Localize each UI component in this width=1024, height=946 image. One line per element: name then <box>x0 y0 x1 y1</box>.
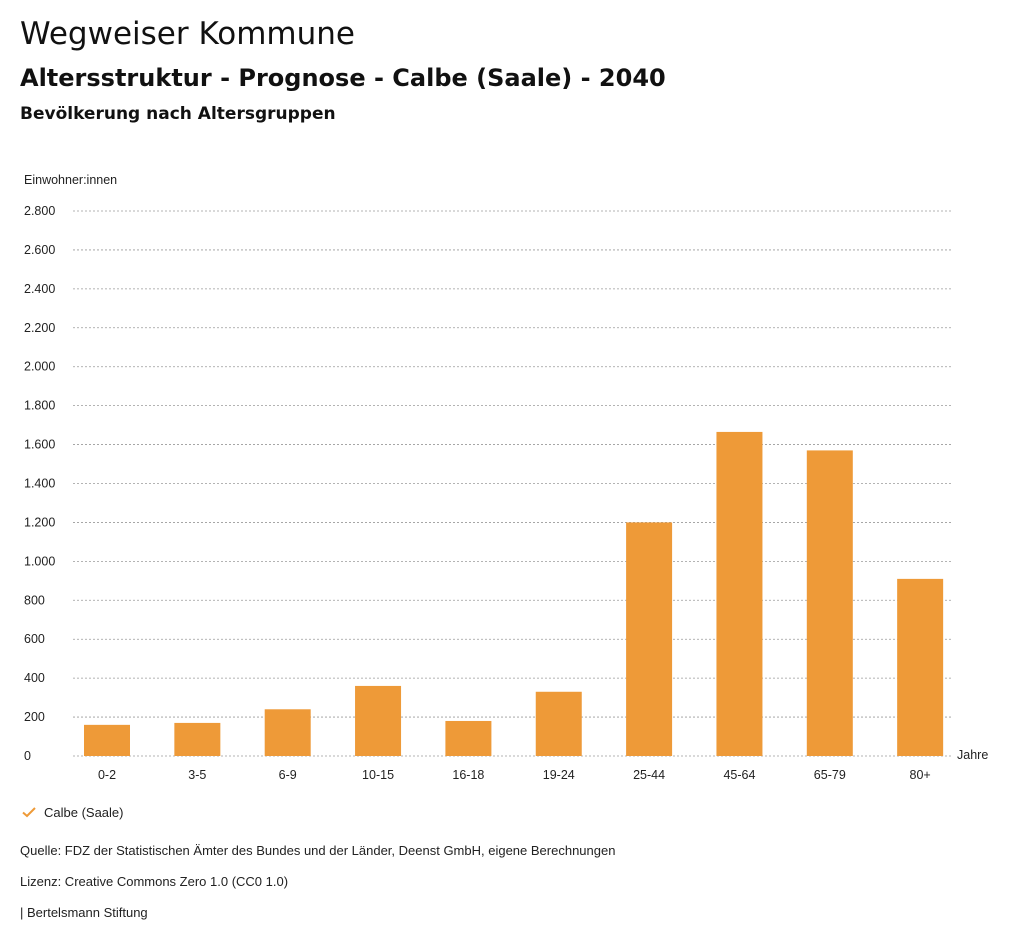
y-tick-label: 600 <box>24 632 45 646</box>
bar-6-9[interactable] <box>264 709 311 756</box>
license-note: Lizenz: Creative Commons Zero 1.0 (CC0 1… <box>20 874 289 889</box>
x-tick-label: 0-2 <box>98 768 116 782</box>
bar-3-5[interactable] <box>174 722 221 756</box>
y-tick-label: 2.600 <box>24 243 55 257</box>
x-tick-labels: 0-2 3-5 6-9 10-15 16-18 19-24 25-44 45-64 65-79 8… <box>98 768 931 782</box>
bars <box>84 431 944 756</box>
y-tick-label: 2.400 <box>24 282 55 296</box>
x-tick-label: 80+ <box>910 768 931 782</box>
bar-45-64[interactable] <box>716 431 763 756</box>
y-tick-label: 0 <box>24 749 31 763</box>
bar-16-18[interactable] <box>445 720 492 756</box>
bar-chart: Einwohner:innen Jahre 0 200 400 600 800 1.000… <box>24 173 988 782</box>
bar-25-44[interactable] <box>626 522 673 756</box>
page-title: Wegweiser Kommune <box>20 16 355 52</box>
x-tick-label: 25-44 <box>633 768 665 782</box>
y-tick-label: 2.800 <box>24 204 55 218</box>
x-tick-label: 6-9 <box>279 768 297 782</box>
y-tick-labels: 0 200 400 600 800 1.000 1.200 1.400 1.600 1.800 2.… <box>24 204 55 763</box>
x-axis-label: Jahre <box>957 748 988 762</box>
y-tick-label: 400 <box>24 671 45 685</box>
y-axis-label: Einwohner:innen <box>24 173 117 187</box>
chart-heading: Bevölkerung nach Altersgruppen <box>20 104 336 124</box>
x-tick-label: 16-18 <box>452 768 484 782</box>
y-tick-label: 200 <box>24 710 45 724</box>
y-tick-label: 2.200 <box>24 321 55 335</box>
y-tick-label: 1.200 <box>24 515 55 529</box>
y-tick-label: 1.600 <box>24 438 55 452</box>
source-note: Quelle: FDZ der Statistischen Ämter des … <box>20 843 616 858</box>
x-tick-label: 3-5 <box>188 768 206 782</box>
chart-subtitle: Altersstruktur - Prognose - Calbe (Saale… <box>20 64 666 92</box>
legend-label: Calbe (Saale) <box>44 804 124 820</box>
y-tick-label: 2.000 <box>24 360 55 374</box>
bar-19-24[interactable] <box>535 691 582 756</box>
x-tick-label: 65-79 <box>814 768 846 782</box>
bar-0-2[interactable] <box>84 724 130 756</box>
x-tick-label: 10-15 <box>362 768 394 782</box>
bar-80+[interactable] <box>897 578 944 756</box>
bar-65-79[interactable] <box>806 450 853 756</box>
check-icon <box>22 807 36 818</box>
x-tick-label: 19-24 <box>543 768 575 782</box>
y-tick-label: 800 <box>24 593 45 607</box>
y-tick-label: 1.000 <box>24 554 55 568</box>
y-tick-label: 1.800 <box>24 399 55 413</box>
legend-item[interactable]: Calbe (Saale) <box>20 803 124 821</box>
y-tick-label: 1.400 <box>24 477 55 491</box>
gridlines <box>73 210 953 757</box>
publisher-note: | Bertelsmann Stiftung <box>20 905 148 920</box>
bar-10-15[interactable] <box>355 685 402 756</box>
x-tick-label: 45-64 <box>723 768 755 782</box>
